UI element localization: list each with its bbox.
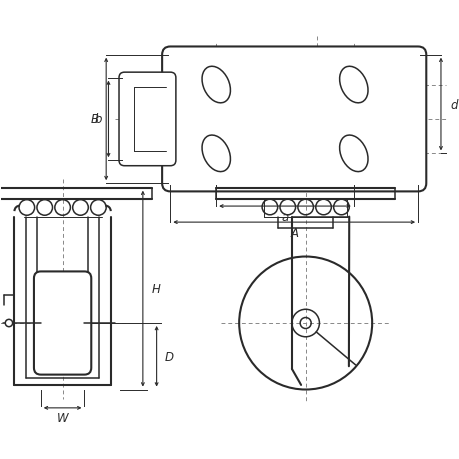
FancyBboxPatch shape	[162, 47, 425, 192]
FancyBboxPatch shape	[34, 272, 91, 375]
Circle shape	[5, 319, 12, 327]
Text: b: b	[95, 113, 102, 126]
Text: D: D	[165, 350, 174, 363]
Text: d: d	[449, 98, 457, 111]
Text: A: A	[290, 226, 297, 239]
Ellipse shape	[202, 136, 230, 172]
Ellipse shape	[202, 67, 230, 104]
Text: a: a	[281, 210, 288, 223]
FancyBboxPatch shape	[119, 73, 175, 166]
Text: B: B	[90, 113, 99, 126]
Text: W: W	[56, 412, 68, 425]
Ellipse shape	[339, 136, 367, 172]
Text: H: H	[151, 282, 160, 296]
Ellipse shape	[339, 67, 367, 104]
